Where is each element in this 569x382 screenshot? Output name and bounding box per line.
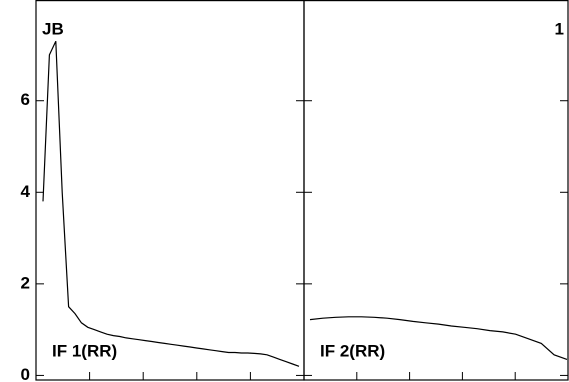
y-tick-label: 0 <box>21 365 30 382</box>
spectrum-line <box>42 40 300 367</box>
inset-label: IF 1(RR) <box>52 341 117 360</box>
spectrum-line <box>309 316 568 360</box>
inset-label: IF 2(RR) <box>320 341 385 360</box>
panel-frame <box>303 0 569 381</box>
y-tick-label: 6 <box>21 90 30 109</box>
panel-label: 1 <box>555 19 564 38</box>
y-tick-label: 2 <box>21 273 30 292</box>
panel-frame <box>35 0 305 381</box>
y-tick-label: 4 <box>21 182 31 201</box>
panel-label: JB <box>42 19 64 38</box>
